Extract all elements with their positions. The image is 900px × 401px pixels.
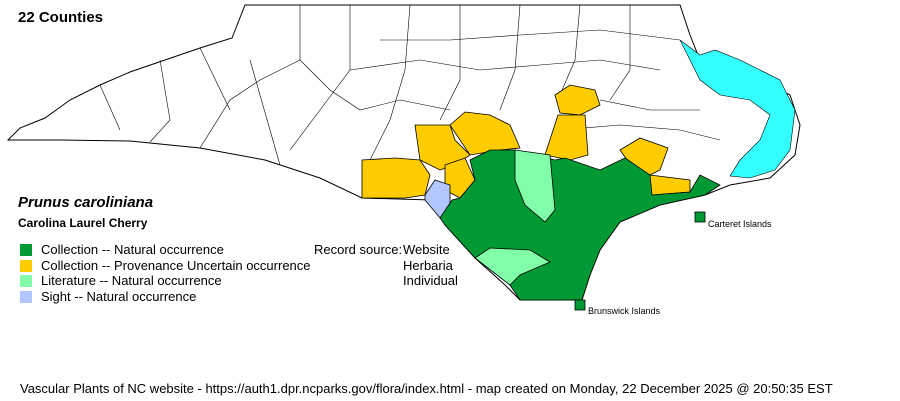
county-provenance-uncertain [554,84,601,116]
county-provenance-uncertain [449,111,521,156]
legend-swatch [20,243,32,256]
nc-county-map [6,4,801,311]
county-count: 22 Counties [18,9,104,26]
legend-item-collection-provenance: Collection -- Provenance Uncertain occur… [20,258,311,273]
county-literature [474,247,551,286]
record-source-individual: Individual [403,273,458,288]
record-source-label: Record source: [314,242,403,257]
legend-item-sight: Sight -- Natural occurrence [20,289,196,304]
legend-label: Sight -- Natural occurrence [41,289,197,304]
water-sounds [679,39,796,179]
carteret-islands-marker [694,211,706,223]
legend-swatch [20,259,32,272]
brunswick-islands-label: Brunswick Islands [588,306,661,316]
legend-label: Collection -- Natural occurrence [41,242,224,257]
county-literature [514,149,556,223]
common-name: Carolina Laurel Cherry [18,216,148,230]
brunswick-islands-marker [574,299,586,311]
record-source-website: Website [403,242,450,257]
legend-swatch [20,290,32,303]
scientific-name: Prunus caroliniana [18,194,154,211]
legend-label: Collection -- Provenance Uncertain occur… [41,258,311,273]
county-lines [99,4,721,166]
legend-swatch [20,274,32,287]
carteret-islands-label: Carteret Islands [708,219,772,229]
legend-label: Literature -- Natural occurrence [41,273,222,288]
county-provenance-uncertain [361,157,431,199]
legend-item-literature: Literature -- Natural occurrence [20,273,222,288]
legend-item-collection-natural: Collection -- Natural occurrence [20,242,224,257]
footer-credit: Vascular Plants of NC website - https://… [20,381,833,396]
record-source-herbaria: Herbaria [403,258,453,273]
